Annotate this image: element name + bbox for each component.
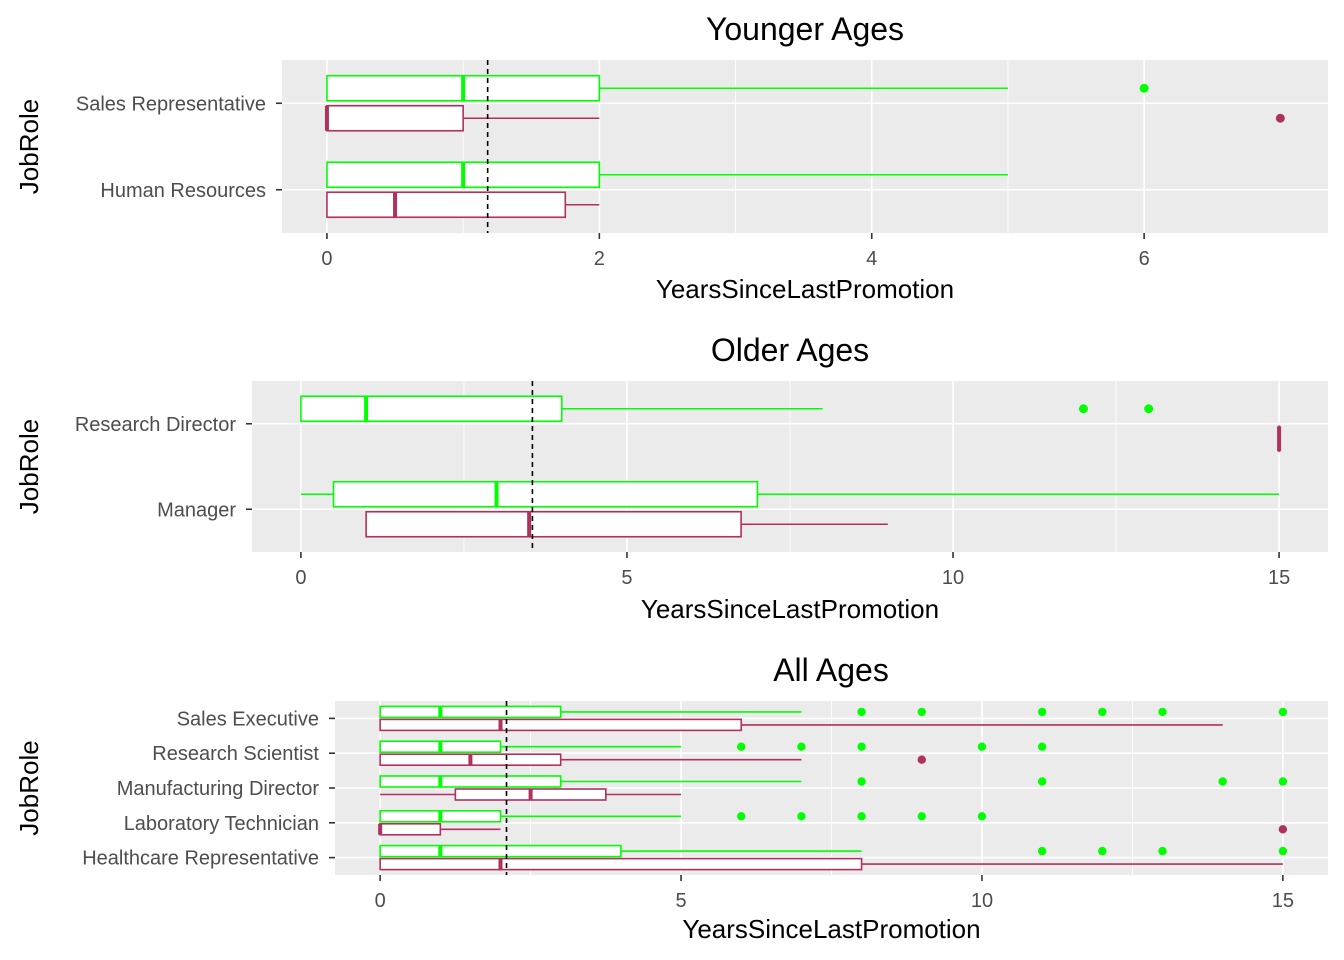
panel3-outlier-point [1037, 707, 1047, 717]
panel2-y-axis-label: JobRole [14, 419, 44, 514]
panel2-y-tick-label: Research Director [75, 414, 237, 436]
panel3-x-axis-label: YearsSinceLastPromotion [682, 914, 980, 944]
panel3-outlier-point [1037, 742, 1047, 751]
panel3-outlier-point [857, 812, 866, 821]
panel3-y-tick-label: Manufacturing Director [117, 778, 320, 800]
panel3-outlier-point [1278, 846, 1288, 856]
panel1-title: Younger Ages [706, 11, 904, 47]
panel3-x-tick-label: 15 [1272, 890, 1294, 912]
panel3-outlier-point [1278, 777, 1288, 786]
panel3-box [379, 857, 863, 871]
panel2-x-tick-label: 10 [942, 567, 964, 589]
panel3-y-tick-label: Laboratory Technician [124, 813, 319, 835]
panel1-x-tick-label: 2 [594, 248, 605, 270]
panel3-outlier-point [1278, 707, 1288, 717]
panel1-outlier-point [1275, 113, 1285, 123]
panel3-y-axis-label: JobRole [14, 740, 44, 835]
panel3-outlier-point [1218, 777, 1227, 786]
panel3-y-tick-label: Healthcare Representative [82, 848, 319, 870]
panel1-y-tick-label: Sales Representative [76, 93, 266, 115]
panel1-outlier-point [1139, 83, 1149, 93]
panel2-box [300, 395, 563, 423]
panel3-outlier-point [737, 742, 746, 751]
panel3-outlier-point [1098, 707, 1107, 717]
panel3-outlier-point [977, 812, 987, 821]
panel2-plot: 0 5 10 15 Manager Research Director Older Ages… [14, 332, 1328, 624]
panel3-outlier-point [1037, 846, 1047, 856]
panel3-outlier-point [857, 777, 866, 786]
panel2-x-tick-label: 0 [295, 567, 306, 589]
panel1-y-tick-label: Human Resources [100, 180, 266, 202]
panel2-title: Older Ages [711, 332, 869, 368]
panel3-outlier-point [797, 812, 806, 821]
panel1-x-tick-label: 0 [321, 248, 332, 270]
panel2-x-axis-label: YearsSinceLastPromotion [641, 594, 939, 624]
panel3-box [379, 822, 442, 836]
panel3-outlier-point [1158, 707, 1167, 717]
panel3-outlier-point [917, 707, 926, 717]
panel3-x-tick-label: 5 [675, 890, 686, 912]
panel3-box [379, 844, 622, 858]
panel1-x-tick-label: 4 [866, 248, 877, 270]
panel3-outlier-point [1158, 846, 1167, 856]
panel1-plot: 0 2 4 6 Human Resources Sales Representative Y… [14, 11, 1328, 304]
panel3-x-tick-label: 0 [375, 890, 386, 912]
panel3-plot: 0 5 10 15 Healthcare Representative Laborator… [14, 652, 1328, 944]
panel2-outlier-point [1144, 404, 1154, 414]
panel3-outlier-point [797, 742, 806, 751]
panel2-outlier-point [1078, 404, 1088, 414]
panel3-y-tick-label: Sales Executive [177, 708, 319, 730]
panel3-outlier-point [917, 755, 926, 764]
panel3-y-tick-label: Research Scientist [152, 743, 319, 765]
panel3-outlier-point [857, 707, 866, 717]
panel1-x-tick-label: 6 [1139, 248, 1150, 270]
panel1-box [326, 191, 567, 219]
panel3-outlier-point [1037, 777, 1047, 786]
panel3-x-tick-label: 10 [971, 890, 993, 912]
panel2-box [365, 510, 742, 538]
panel3-outlier-point [917, 812, 926, 821]
panel3-box [379, 775, 562, 788]
panel2-y-tick-label: Manager [157, 499, 236, 521]
panel3-outlier-point [857, 742, 866, 751]
panel3-box [379, 718, 743, 732]
panel3-outlier-point [977, 742, 987, 751]
panel3-outlier-point [737, 812, 746, 821]
panel3-outlier-point [1278, 825, 1288, 834]
panel2-x-tick-label: 15 [1268, 567, 1290, 589]
panel3-outlier-point [1098, 846, 1107, 856]
panel1-x-axis-label: YearsSinceLastPromotion [656, 274, 954, 304]
panel3-title: All Ages [773, 652, 889, 688]
panel1-box [326, 104, 464, 132]
panel2-box [332, 480, 759, 508]
panel1-y-axis-label: JobRole [14, 99, 44, 194]
panel3-box [379, 705, 562, 719]
panel2-x-tick-label: 5 [621, 567, 632, 589]
